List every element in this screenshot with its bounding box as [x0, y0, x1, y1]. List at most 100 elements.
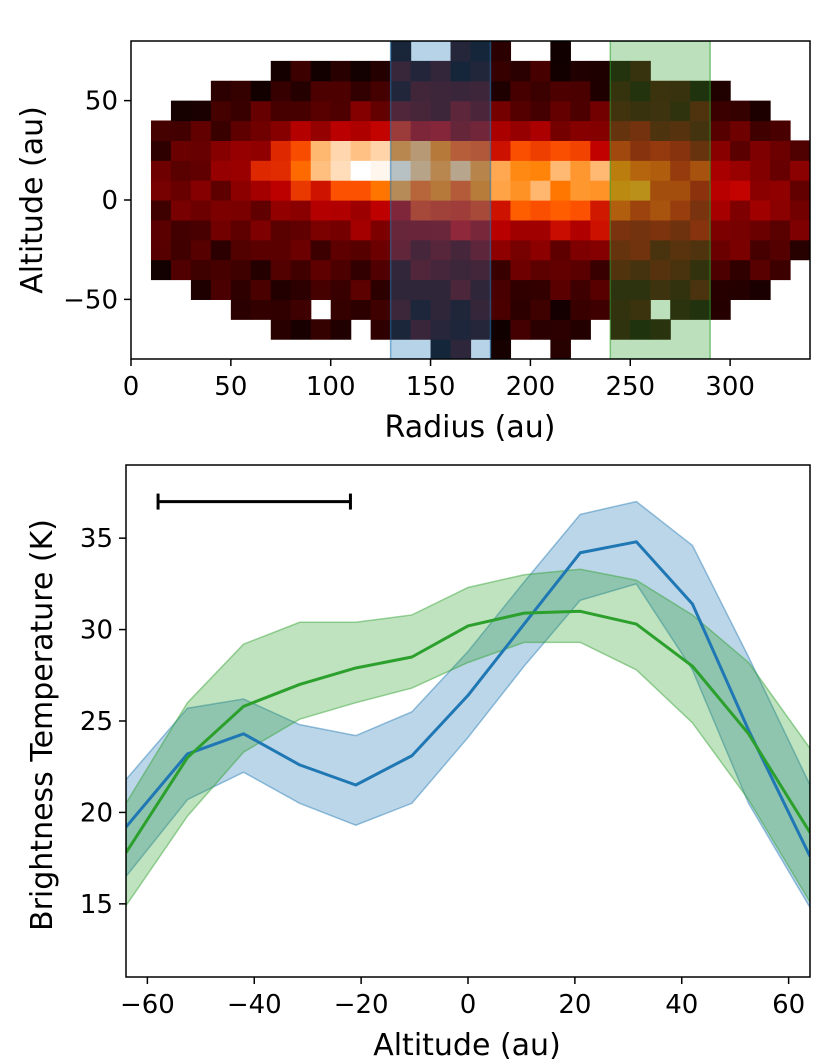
- heatmap-cell: [470, 200, 492, 221]
- heatmap-cell: [710, 219, 731, 241]
- heatmap-cell: [750, 239, 771, 261]
- x-tick-label: 20: [558, 990, 591, 1020]
- heatmap-cell: [450, 259, 472, 281]
- heatmap-cell: [390, 160, 412, 181]
- heatmap-cell: [590, 180, 611, 201]
- heatmap-cell: [190, 259, 212, 281]
- heatmap-cell: [230, 259, 252, 281]
- heatmap-cell: [570, 219, 591, 241]
- heatmap-cell: [550, 60, 571, 82]
- heatmap-cell: [170, 140, 192, 161]
- heatmap-cell: [630, 239, 651, 261]
- heatmap-cell: [650, 319, 671, 340]
- heatmap-cell: [470, 80, 492, 102]
- heatmap-cell: [310, 100, 332, 122]
- heatmap-cell: [490, 279, 512, 300]
- heatmap-cell: [490, 219, 512, 241]
- heatmap-cell: [710, 160, 731, 181]
- heatmap-cell: [610, 200, 631, 221]
- heatmap-cell: [690, 299, 711, 320]
- heatmap-cell: [350, 279, 372, 300]
- heatmap-cell: [210, 140, 232, 161]
- heatmap-cell: [330, 239, 352, 261]
- heatmap-cell: [510, 279, 532, 300]
- heatmap-cell: [430, 219, 452, 241]
- heatmap-cell: [210, 259, 232, 281]
- heatmap-cell: [610, 120, 631, 141]
- heatmap-cell: [210, 180, 232, 201]
- heatmap-cell: [650, 160, 671, 181]
- heatmap-cell: [310, 80, 332, 102]
- heatmap-cell: [510, 60, 532, 82]
- heatmap-cell: [230, 219, 252, 241]
- heatmap-cell: [690, 219, 711, 241]
- heatmap-cell: [650, 219, 671, 241]
- heatmap-bands: [389, 41, 711, 359]
- heatmap-cell: [330, 200, 352, 221]
- heatmap-cell: [590, 140, 611, 161]
- heatmap-cell: [410, 160, 432, 181]
- heatmap-cell: [690, 160, 711, 181]
- heatmap-cell: [730, 219, 751, 241]
- heatmap-cell: [530, 100, 551, 122]
- heatmap-cell: [570, 80, 591, 102]
- heatmap-cell: [630, 140, 651, 161]
- heatmap-cell: [350, 219, 372, 241]
- heatmap-cell: [570, 160, 591, 181]
- heatmap-cell: [330, 259, 352, 281]
- heatmap-cell: [730, 160, 751, 181]
- x-tick-label: −20: [334, 990, 389, 1020]
- heatmap-cell: [370, 299, 392, 320]
- heatmap-cell: [370, 180, 392, 201]
- heatmap-cell: [630, 200, 651, 221]
- heatmap-cell: [630, 219, 651, 241]
- heatmap-cell: [310, 219, 332, 241]
- heatmap-cell: [510, 299, 532, 320]
- heatmap-cell: [210, 200, 232, 221]
- heatmap-cell: [670, 299, 691, 320]
- heatmap-cell: [410, 200, 432, 221]
- heatmap-cell: [490, 339, 512, 359]
- heatmap-cell: [630, 100, 651, 122]
- heatmap-cell: [210, 100, 232, 122]
- x-tick-label: 50: [214, 372, 247, 402]
- heatmap-cell: [630, 299, 651, 320]
- heatmap-cell: [670, 100, 691, 122]
- heatmap-cell: [370, 279, 392, 300]
- heatmap-y-label: Altitude (au): [15, 106, 50, 294]
- heatmap-cell: [750, 140, 771, 161]
- heatmap-cell: [290, 299, 312, 320]
- heatmap-cell: [550, 279, 571, 300]
- heatmap-cell: [570, 60, 591, 82]
- heatmap-cell: [590, 239, 611, 261]
- heatmap-cell: [390, 140, 412, 161]
- heatmap-cell: [270, 120, 292, 141]
- heatmap-cell: [630, 80, 651, 102]
- heatmap-cell: [150, 259, 172, 281]
- series-blue-band: [126, 500, 810, 909]
- heatmap-cell: [310, 279, 332, 300]
- heatmap-cell: [450, 100, 472, 122]
- heatmap-cell: [530, 200, 551, 221]
- heatmap-cell: [650, 120, 671, 141]
- heatmap-cell: [290, 239, 312, 261]
- heatmap-cell: [510, 219, 532, 241]
- heatmap-cell: [670, 279, 691, 300]
- heatmap-cell: [250, 160, 272, 181]
- heatmap-cell: [670, 200, 691, 221]
- heatmap-cell: [750, 160, 771, 181]
- heatmap-cell: [370, 140, 392, 161]
- heatmap-cell: [250, 259, 272, 281]
- heatmap-cell: [330, 319, 352, 340]
- heatmap-cell: [150, 140, 172, 161]
- y-tick-label: 15: [80, 890, 113, 920]
- heatmap-cell: [590, 279, 611, 300]
- heatmap-cell: [730, 180, 751, 201]
- heatmap-cell: [470, 319, 492, 340]
- heatmap-cell: [690, 120, 711, 141]
- heatmap-cell: [230, 100, 252, 122]
- heatmap-cell: [690, 200, 711, 221]
- heatmap-cell: [750, 259, 771, 281]
- heatmap-panel: 0 50 100 150 200 250 300 50 0 −50 Radius (au) Al…: [15, 40, 811, 445]
- heatmap-cell: [710, 100, 731, 122]
